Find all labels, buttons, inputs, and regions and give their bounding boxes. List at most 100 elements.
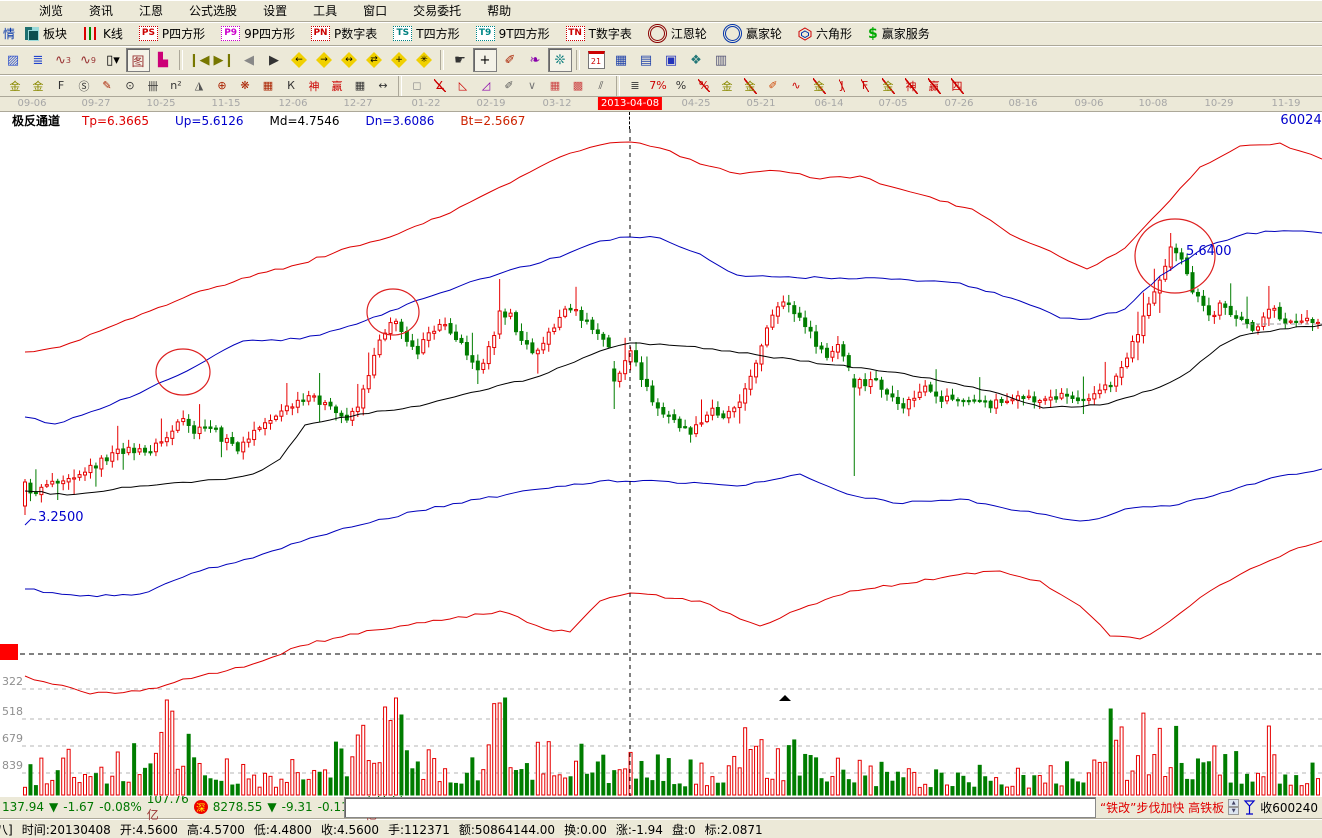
quote-partial-icon[interactable]: ▨ [6, 52, 20, 68]
menu-item-6[interactable]: 工具 [313, 4, 338, 18]
p-square-button[interactable]: PS P四方形 [132, 22, 212, 46]
shen-angle-icon[interactable]: 神 [904, 77, 918, 94]
v-lines-icon[interactable]: ∨ [527, 79, 537, 92]
date-tick: 01-22 [411, 98, 441, 109]
winner-wheel-button[interactable]: 赢家轮 [716, 22, 789, 46]
menu-item-8[interactable]: 交易委托 [413, 4, 462, 18]
news-scroll-spinner[interactable]: ▲ ▼ [1228, 799, 1240, 815]
diamond-expand-icon[interactable]: ↔ [337, 48, 361, 72]
ying-angle-icon[interactable]: 赢 [927, 77, 941, 94]
angle-measure-icon[interactable]: ✐ [504, 52, 516, 68]
next-icon[interactable]: ▶ [269, 52, 279, 68]
menu-item-3[interactable]: 江恩 [139, 4, 164, 18]
news-ticker[interactable]: “铁改”步伐加快 高铁板 ▲ ▼ 收600240 [1100, 799, 1320, 816]
sectors-button[interactable]: 板块 [18, 22, 74, 46]
span-ruler-icon[interactable]: ↔ [378, 79, 388, 92]
j-angle-icon[interactable]: J [839, 79, 845, 92]
shen-icon[interactable]: 神 [308, 79, 320, 93]
date-tick: 10-25 [146, 98, 176, 109]
tick-ruler-icon[interactable]: 卌 [147, 79, 159, 93]
info-list-icon[interactable]: ≣ [32, 52, 44, 68]
histogram-icon[interactable]: ▙ [158, 52, 168, 68]
diamond-left-icon[interactable]: ← [287, 48, 311, 72]
pct7-icon[interactable]: 7% [649, 79, 667, 92]
parallel-lines-icon[interactable]: ⫽ [598, 78, 604, 92]
candle-type-dropdown[interactable]: ▯▾ [106, 52, 120, 68]
kchart-icon[interactable]: 图 [126, 48, 150, 72]
date-tick: 05-21 [746, 98, 776, 109]
grid-box-icon[interactable]: ▦ [262, 79, 274, 92]
wave-icon[interactable]: ∿ [791, 79, 801, 92]
angle-lines-icon[interactable]: ◮ [194, 79, 204, 92]
gann-clock-icon[interactable]: ⊙ [125, 79, 135, 92]
brush-icon[interactable]: ✐ [768, 79, 778, 92]
t-number-table-button[interactable]: TN T数字表 [559, 22, 639, 46]
n-square-icon[interactable]: n² [170, 79, 182, 92]
menu-item-2[interactable]: 资讯 [89, 4, 114, 18]
pencil-fan-icon[interactable]: ✐ [504, 79, 514, 92]
shape-tool-icon[interactable]: ❧ [529, 52, 541, 68]
f-angle-icon[interactable]: F [860, 79, 870, 92]
gann-wheel-button[interactable]: 江恩轮 [641, 22, 714, 46]
command-input[interactable] [344, 796, 1096, 818]
chart-canvas[interactable]: 322 518 679 839 5.6400 3.2500 [0, 129, 1322, 796]
gold-circle-icon[interactable]: 金 [721, 79, 733, 93]
menu-item-9[interactable]: 帮助 [487, 4, 512, 18]
9t-square-button[interactable]: T9 9T四方形 [469, 22, 557, 46]
prev-icon[interactable]: ◀ [244, 52, 254, 68]
gold-grid-icon[interactable]: 金 [9, 79, 21, 93]
chart3-icon[interactable]: ∿ 3 [55, 52, 71, 68]
diamond-cross-icon[interactable]: + [387, 48, 411, 72]
menu-item-5[interactable]: 设置 [263, 4, 288, 18]
menu-item-1[interactable]: 浏览 [39, 4, 64, 18]
f-grid-icon[interactable]: F [57, 79, 65, 92]
k-mark-icon[interactable]: К [287, 79, 295, 92]
pct-icon[interactable]: % [675, 79, 687, 92]
9p-square-button[interactable]: P9 9P四方形 [214, 22, 302, 46]
hexagon-button[interactable]: 六角形 [791, 22, 859, 46]
circle-cross-icon[interactable]: ⊕ [217, 79, 227, 92]
save-icon[interactable]: ▣ [664, 52, 678, 68]
calculator-icon[interactable]: ▦ [614, 52, 628, 68]
index1-pct: -0.08% [99, 800, 142, 814]
pct-lines-icon[interactable]: % [697, 79, 711, 92]
ladder-pct-icon[interactable]: ≣ [630, 79, 640, 92]
si-angle-icon[interactable]: 四 [950, 77, 964, 94]
red-grid-icon[interactable]: ▦ [549, 79, 561, 92]
hand-tool-icon[interactable]: ☛ [454, 52, 466, 68]
last-page-icon[interactable]: ▶❙ [213, 52, 235, 68]
diamond-collapse-icon[interactable]: ⇄ [362, 48, 386, 72]
system-tool-icon[interactable]: ❖ [690, 52, 702, 68]
news-text[interactable]: “铁改”步伐加快 高铁板 [1099, 800, 1225, 815]
diamond-right-icon[interactable]: → [312, 48, 336, 72]
red-grid2-icon[interactable]: ▩ [572, 79, 584, 92]
kline-button[interactable]: K线 [76, 22, 130, 46]
menu-item-7[interactable]: 窗口 [363, 4, 388, 18]
ying-icon[interactable]: 赢 [331, 79, 343, 93]
gold-rise-icon[interactable]: 金 [881, 77, 895, 94]
gold-angle-icon[interactable]: 金 [812, 77, 826, 94]
print-icon[interactable]: ▥ [714, 52, 728, 68]
crosshair-tool-icon[interactable]: + [473, 48, 497, 72]
t-square-button[interactable]: TS T四方形 [386, 22, 466, 46]
partial-left-button[interactable]: 情 [3, 27, 16, 41]
fan-box-purple-icon[interactable]: ◿ [481, 79, 491, 92]
brain-tool-icon[interactable]: ❊ [548, 48, 572, 72]
menu-item-4[interactable]: 公式选股 [189, 4, 238, 18]
marker-pen-icon[interactable]: ✎ [102, 79, 112, 92]
p-number-table-button[interactable]: PN P数字表 [304, 22, 384, 46]
fan-box-icon[interactable]: ◺ [458, 79, 468, 92]
spiral-icon[interactable]: Ⓢ [78, 79, 90, 93]
grid-123-icon[interactable]: ▦ [354, 79, 366, 92]
calendar-icon[interactable]: 21 [584, 48, 608, 72]
diamond-cross-all-icon[interactable]: ✳ [412, 48, 436, 72]
gann-fan-icon[interactable]: ∠ [434, 79, 446, 92]
spider-web-icon[interactable]: ❋ [240, 79, 250, 92]
chart9-icon[interactable]: ∿ 9 [80, 52, 96, 68]
box-tool-icon[interactable]: ◻ [412, 79, 422, 92]
first-page-icon[interactable]: ❙◀ [188, 52, 210, 68]
gold-grid2-icon[interactable]: 金 [32, 79, 44, 93]
notes-icon[interactable]: ▤ [639, 52, 653, 68]
winner-service-button[interactable]: $ 赢家服务 [861, 22, 937, 46]
gold-lines-icon[interactable]: 金 [743, 77, 757, 94]
